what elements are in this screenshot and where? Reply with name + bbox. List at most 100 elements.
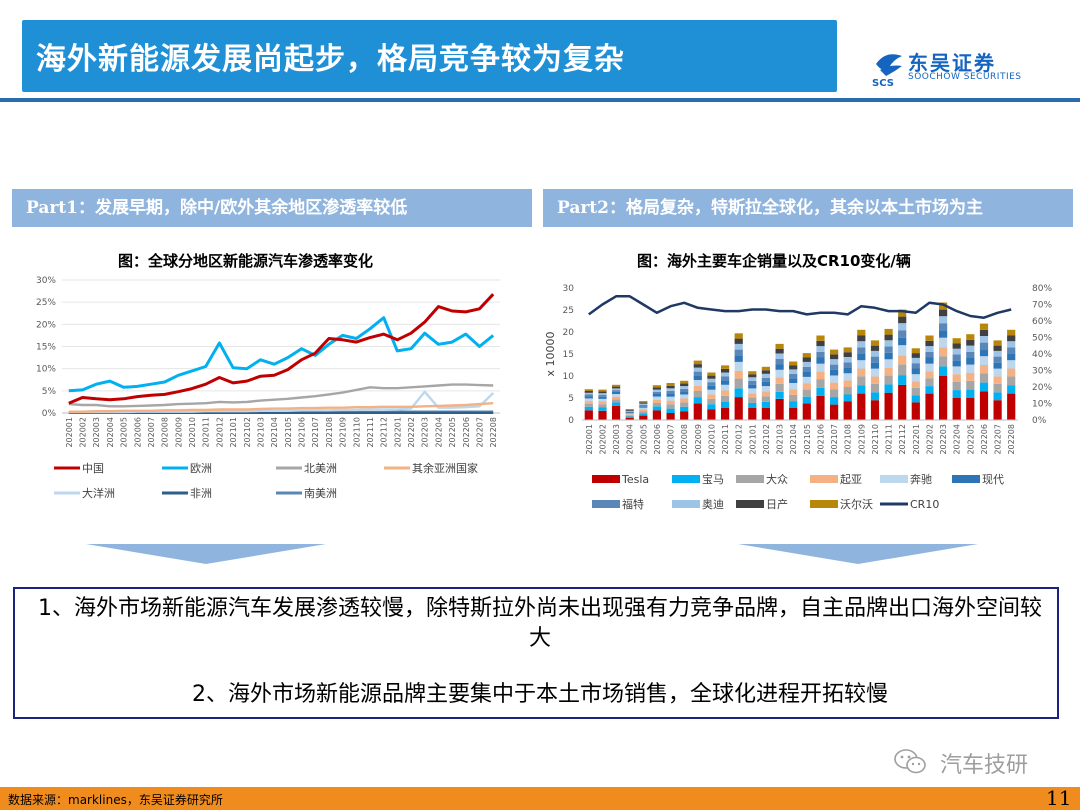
bar-segment [652, 391, 661, 394]
bar-segment [816, 340, 825, 347]
bar-segment [993, 362, 1002, 369]
bar-segment [1007, 335, 1016, 342]
bar-segment [966, 389, 975, 398]
bar-segment [612, 394, 621, 397]
bar-segment [816, 351, 825, 358]
bar-segment [666, 393, 675, 397]
bar-segment [1007, 368, 1016, 377]
legend-swatch [810, 475, 838, 483]
chart2-y-ticks: 0 5 10 15 20 25 30 [563, 284, 575, 426]
bar-segment [666, 413, 675, 420]
bar-segment [830, 404, 839, 420]
bar-segment [939, 323, 948, 331]
bar-segment [584, 389, 593, 391]
y2-tick-label: 80% [1032, 284, 1052, 294]
bar-segment [939, 316, 948, 324]
bar-segment [843, 352, 852, 357]
bar-segment [693, 391, 702, 398]
legend-swatch [672, 475, 700, 483]
bar-segment [843, 394, 852, 402]
bar-segment [857, 376, 866, 386]
bar-segment [761, 396, 770, 402]
bar-segment [979, 349, 989, 357]
bar-segment [775, 398, 784, 420]
bar-segment [857, 341, 866, 348]
x-tick-label: 202007 [147, 417, 156, 448]
series-line [68, 383, 494, 408]
x-tick-label: 202104 [789, 424, 798, 455]
bar-segment [693, 367, 702, 372]
bar-segment [830, 354, 839, 360]
bar-segment [993, 356, 1002, 363]
bar-segment [802, 376, 811, 384]
penetration-line-chart: 0%5%10%15%20%25%30% 202001 202002 202003 20… [36, 276, 500, 500]
bar-segment [843, 380, 852, 387]
y-tick-label: 15% [36, 343, 56, 353]
legend-label: 福特 [622, 497, 644, 511]
x-tick-label: 202007 [667, 424, 676, 455]
bar-segment [1007, 347, 1016, 354]
bar-segment [966, 372, 975, 381]
bar-segment [952, 381, 961, 391]
summary-point-1: 1、海外市场新能源汽车发展渗透较慢，除特斯拉外尚未出现强有力竞争品牌，自主品牌出… [37, 596, 1042, 651]
bar-segment [816, 357, 825, 364]
bar-segment [843, 387, 852, 395]
bar-segment [625, 415, 634, 417]
bar-segment [830, 375, 839, 383]
bar-segment [721, 376, 730, 381]
bar-segment [748, 374, 757, 378]
bar-segment [802, 389, 811, 397]
chart2-y-unit-label: x 10000 [544, 331, 557, 376]
bar-segment [625, 414, 634, 416]
figure2-title: 图：海外主要车企销量以及CR10变化/辆 [637, 252, 911, 270]
bar-segment [761, 407, 770, 420]
part2-header: Part2：格局复杂，特斯拉全球化，其余以本土市场为主 [543, 189, 1073, 227]
bar-segment [775, 391, 784, 399]
bar-segment [666, 383, 675, 386]
bar-segment [734, 397, 743, 420]
bar-segment [761, 370, 770, 374]
bar-segment [993, 376, 1002, 384]
bar-segment [966, 339, 975, 346]
y-tick-label: 20 [563, 328, 575, 338]
bar-segment [898, 337, 907, 346]
bar-segment [802, 403, 811, 420]
legend-label: 现代 [982, 473, 1004, 486]
x-tick-label: 202010 [707, 424, 716, 455]
bar-segment [925, 363, 934, 372]
bar-segment [748, 384, 757, 389]
x-tick-label: 202105 [803, 424, 812, 455]
bar-segment [639, 403, 648, 405]
y-tick-label: 5% [42, 387, 57, 397]
legend-label: 沃尔沃 [840, 498, 873, 511]
bar-segment [761, 391, 770, 397]
legend-label: 大洋洲 [82, 486, 115, 500]
bar-segment [979, 382, 989, 392]
x-tick-label: 202001 [65, 417, 74, 448]
bar-segment [966, 351, 975, 358]
bar-segment [652, 406, 661, 411]
bar-segment [789, 373, 798, 379]
bar-segment [598, 410, 607, 420]
bar-segment [857, 347, 866, 354]
bar-segment [898, 345, 907, 356]
bar-segment [830, 369, 839, 376]
bar-segment [625, 411, 634, 413]
bar-segment [911, 381, 920, 388]
bar-segment [707, 375, 716, 379]
bar-segment [707, 372, 716, 376]
bar-segment [761, 366, 770, 371]
legend-label: 北美洲 [304, 462, 337, 475]
brand-name: 东吴证券 [908, 51, 996, 75]
x-tick-label: 202112 [380, 417, 389, 448]
chart2-stacked-bars [584, 302, 1016, 420]
part1-header: Part1：发展早期，除中/欧外其余地区渗透率较低 [12, 189, 532, 227]
bar-segment [952, 343, 961, 349]
bar-segment [789, 361, 798, 366]
bar-segment [952, 338, 961, 344]
chart2-x-ticks: 202001 202002 202003 202004 202005 202006 2020… [585, 424, 1016, 455]
bar-segment [748, 371, 757, 375]
bar-segment [598, 401, 607, 405]
y-tick-label: 30% [36, 276, 56, 286]
bar-segment [789, 365, 798, 370]
